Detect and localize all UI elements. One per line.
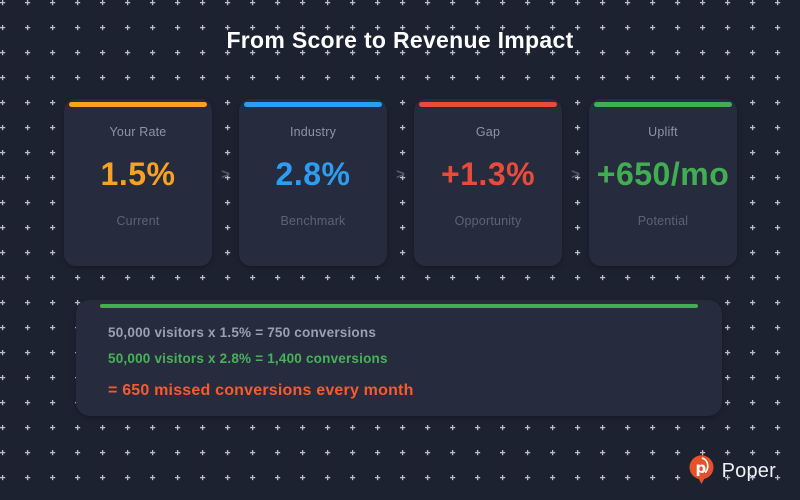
card-label: Industry [289, 125, 337, 139]
card-value: +650/mo [596, 156, 730, 192]
card-accent-bar [69, 102, 207, 107]
card-label: Gap [475, 125, 501, 139]
card-accent-bar [419, 102, 557, 107]
summary-panel: 50,000 visitors x 1.5% = 750 conversions… [76, 300, 722, 416]
card-accent-bar [594, 102, 732, 107]
summary-accent-bar [100, 304, 698, 308]
page-title: From Score to Revenue Impact [226, 27, 574, 53]
card-sublabel: Opportunity [454, 214, 522, 228]
card-value: 1.5% [100, 156, 176, 192]
card-value: 2.8% [275, 156, 351, 192]
card-sublabel: Current [116, 214, 160, 228]
flow-arrow-icon: > [571, 166, 580, 183]
card-sublabel: Benchmark [280, 214, 346, 228]
metric-card-your-rate: Your Rate 1.5% Current [64, 99, 212, 266]
metric-card-gap: Gap +1.3% Opportunity [414, 99, 562, 266]
flow-arrow-icon: > [396, 166, 405, 183]
brand-name: Poper [721, 459, 776, 482]
calc-line-current: 50,000 visitors x 1.5% = 750 conversions [108, 325, 377, 340]
card-label: Uplift [648, 125, 678, 139]
calc-line-missed: = 650 missed conversions every month [108, 382, 414, 399]
metric-card-uplift: Uplift +650/mo Potential [589, 99, 737, 266]
card-accent-bar [244, 102, 382, 107]
svg-text:p: p [695, 459, 706, 477]
flow-arrow-icon: > [221, 166, 230, 183]
poper-balloon-icon: p [689, 455, 714, 484]
card-label: Your Rate [109, 125, 167, 139]
calc-line-benchmark: 50,000 visitors x 2.8% = 1,400 conversio… [108, 351, 388, 366]
metric-card-industry: Industry 2.8% Benchmark [239, 99, 387, 266]
card-value: +1.3% [440, 156, 536, 192]
card-sublabel: Potential [637, 214, 689, 228]
brand-lockup[interactable]: p Poper [689, 455, 776, 487]
metric-cards-row: Your Rate 1.5% Current > Industry 2.8% B… [64, 99, 737, 266]
